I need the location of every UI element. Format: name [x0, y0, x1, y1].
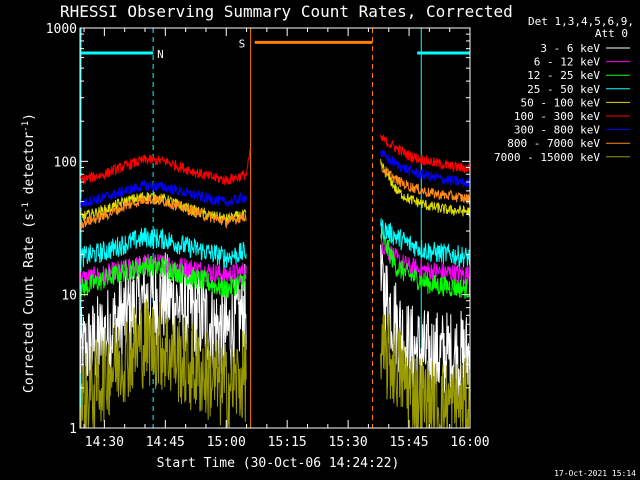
legend-label-6: 300 - 800 keV [514, 124, 600, 137]
y-axis-label-sup1: -1 [21, 202, 31, 213]
svg-text:Corrected Count Rate (s-1 dete: Corrected Count Rate (s-1 detector-1) [21, 113, 37, 393]
x-axis-label: Start Time (30-Oct-06 14:24:22) [157, 456, 400, 471]
x-tick-label-3: 15:15 [268, 435, 307, 450]
legend-label-2: 12 - 25 keV [527, 69, 600, 82]
x-tick-label-2: 15:00 [207, 435, 246, 450]
y-axis-label-part2: detector [22, 132, 37, 203]
x-tick-label-6: 16:00 [450, 435, 489, 450]
plot-frame [79, 27, 471, 429]
flag-label-n: N [157, 48, 164, 61]
series-line-7-1 [380, 161, 471, 205]
series-line-0-1 [380, 242, 471, 402]
axes: 1 10 100 1000 14:30 14:45 15:00 15:15 15:30 15:45… [46, 22, 490, 450]
legend-label-3: 25 - 50 keV [527, 83, 600, 96]
legend-header-line2: Att 0 [595, 27, 628, 40]
x-tick-label-1: 14:45 [146, 435, 185, 450]
series-line-2-1 [380, 229, 471, 299]
series-line-3-0 [79, 227, 247, 269]
series-line-5-0 [79, 149, 251, 186]
legend-label-1: 6 - 12 keV [534, 56, 601, 69]
flag-label-s: S [239, 37, 246, 50]
legend-label-0: 3 - 6 keV [540, 42, 600, 55]
series-line-8-1 [380, 314, 471, 429]
y-tick-label-0: 1 [69, 422, 77, 437]
series-line-3-1 [380, 218, 471, 268]
legend-label-8: 7000 - 15000 keV [494, 151, 600, 164]
series-line-5-1 [380, 134, 471, 173]
y-axis-label: Corrected Count Rate (s-1 detector-1) [21, 113, 37, 393]
y-tick-label-3: 1000 [46, 22, 77, 37]
x-tick-label-5: 15:45 [389, 435, 428, 450]
y-axis-label-sup2: -1 [21, 121, 31, 132]
series-line-7-0 [79, 195, 247, 230]
series-line-2-0 [79, 256, 247, 299]
y-axis-label-part3: ) [22, 113, 37, 121]
legend-label-5: 100 - 300 keV [514, 110, 600, 123]
legend-label-7: 800 - 7000 keV [507, 137, 600, 150]
series-line-8-0 [79, 299, 247, 429]
y-axis-label-part1: Corrected Count Rate (s [22, 213, 37, 393]
legend-header-line1: Det 1,3,4,5,6,9, [528, 15, 634, 28]
series-line-6-0 [79, 180, 247, 208]
y-tick-label-1: 10 [61, 289, 77, 304]
series-line-6-1 [380, 150, 471, 188]
legend-label-4: 50 - 100 keV [521, 96, 601, 109]
plot-area: NS [79, 28, 471, 429]
series-line-1-1 [380, 233, 471, 286]
series-line-0-0 [79, 252, 247, 384]
date-stamp: 17-Oct-2021 15:14 [554, 469, 636, 478]
y-tick-label-2: 100 [54, 155, 77, 170]
series-line-4-1 [380, 159, 471, 217]
chart-title: RHESSI Observing Summary Count Rates, Co… [60, 2, 513, 21]
x-tick-label-4: 15:30 [329, 435, 368, 450]
x-tick-label-0: 14:30 [85, 435, 124, 450]
